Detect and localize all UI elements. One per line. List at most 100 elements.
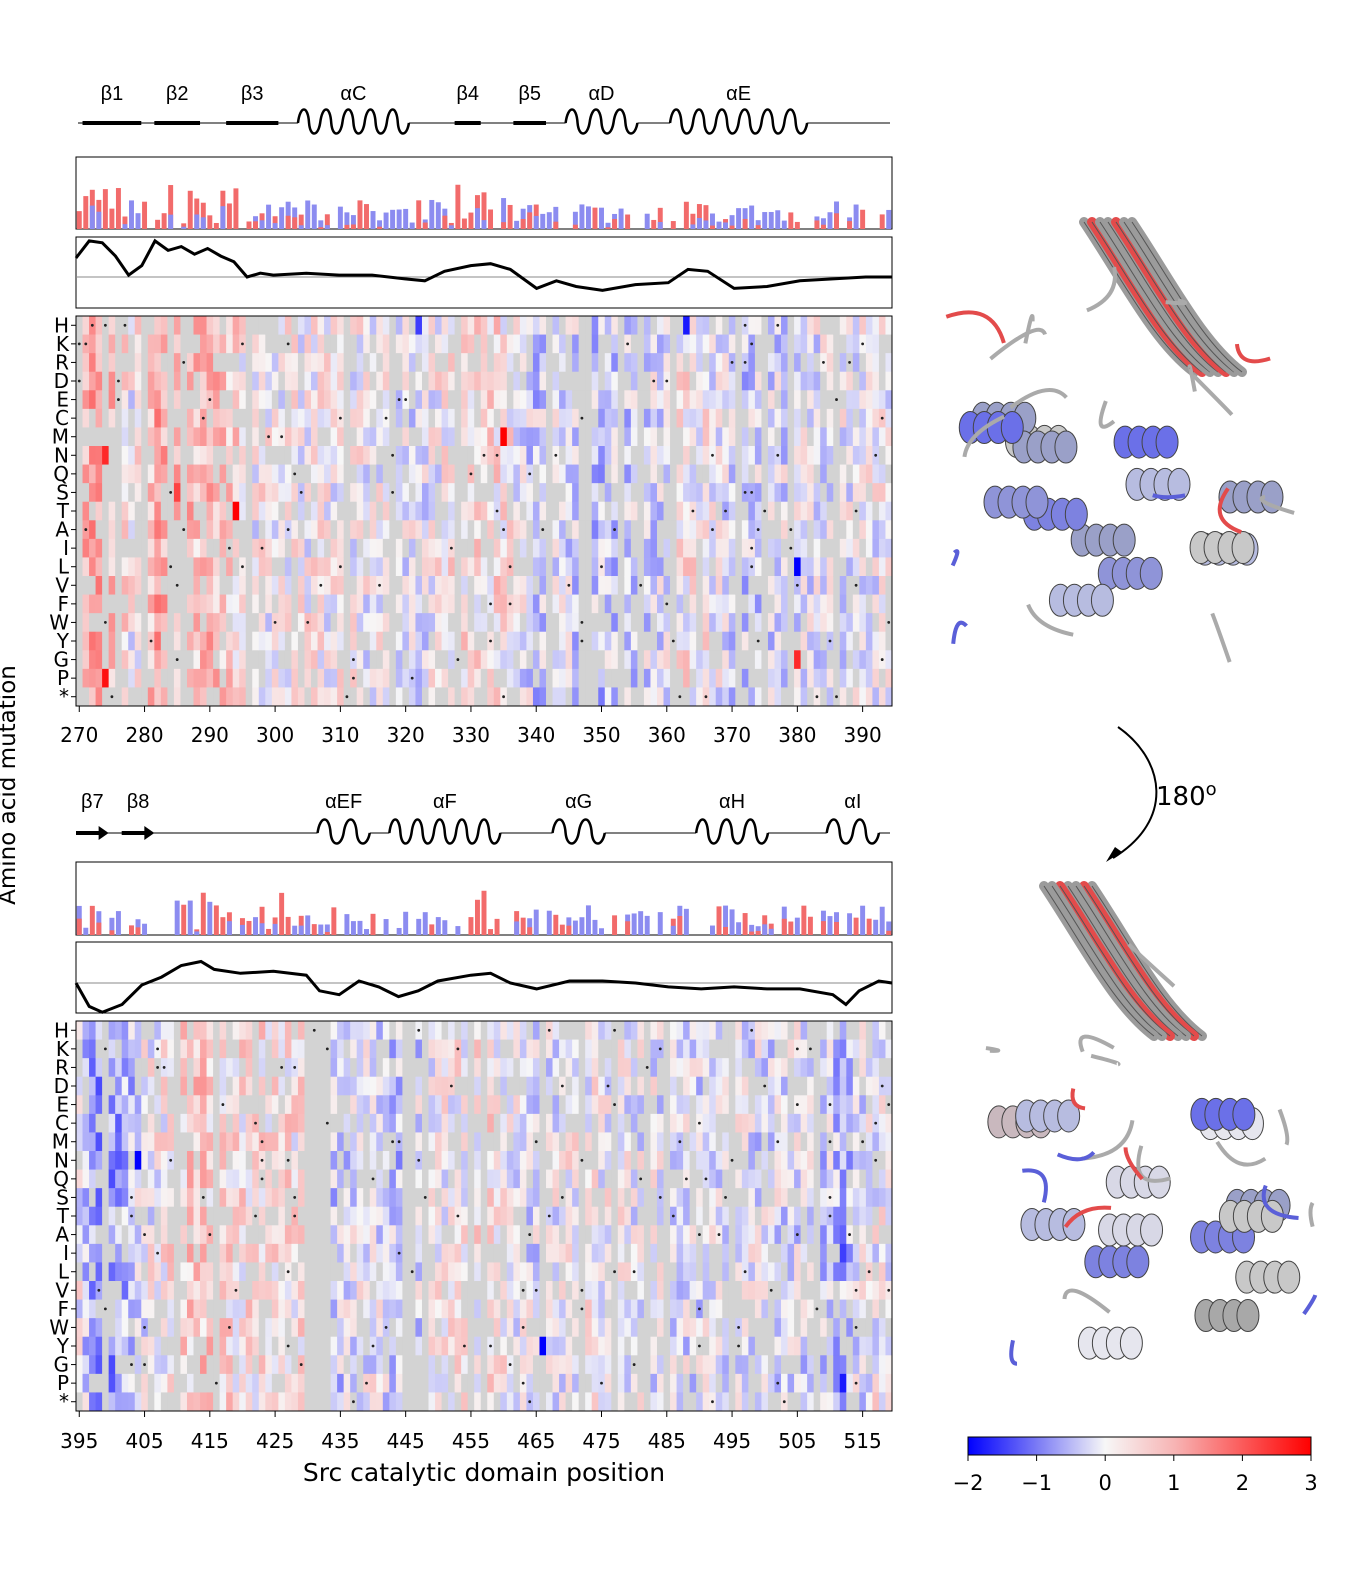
heat-cell	[421, 316, 429, 335]
heat-cell	[611, 1039, 619, 1059]
heat-cell	[546, 594, 553, 614]
heat-cell	[572, 408, 580, 428]
heat-cell	[95, 1336, 103, 1356]
heat-cell	[232, 557, 240, 577]
heat-cell	[656, 613, 664, 633]
heat-cell	[493, 1021, 501, 1040]
ss-label: β4	[456, 83, 479, 105]
heat-cell	[213, 1058, 221, 1078]
heat-cell	[337, 613, 345, 633]
heat-cell	[578, 650, 586, 670]
heat-cell	[343, 1355, 351, 1375]
heat-cell	[363, 446, 371, 465]
heat-cell	[343, 1169, 351, 1189]
heat-cell	[141, 1021, 149, 1040]
heat-cell	[376, 1039, 384, 1059]
heat-cell	[271, 1262, 279, 1282]
heat-cell	[826, 520, 834, 540]
heat-cell	[128, 1151, 136, 1170]
heat-cell	[513, 1373, 521, 1393]
heat-cell	[715, 464, 723, 484]
heat-cell	[539, 1021, 547, 1040]
heat-cell	[591, 1169, 599, 1189]
heat-cell	[741, 631, 749, 651]
heat-cell	[134, 408, 142, 428]
heat-cell	[173, 483, 181, 503]
heat-cell	[643, 464, 651, 484]
heat-cell	[213, 1281, 221, 1300]
heat-cell	[487, 613, 495, 633]
heat-cell	[95, 371, 103, 391]
heat-cell	[676, 316, 684, 335]
heat-cell	[343, 501, 351, 521]
heat-cell	[213, 501, 221, 521]
heat-cell	[382, 613, 390, 633]
heat-cell	[206, 316, 214, 335]
wildtype-dot	[508, 1363, 512, 1366]
heat-cell	[565, 538, 573, 558]
heat-cell	[232, 1188, 240, 1208]
heat-cell	[487, 1206, 495, 1226]
heat-cell	[121, 1355, 129, 1375]
heat-cell	[356, 464, 364, 484]
heat-cell	[356, 613, 364, 633]
heat-cell	[206, 576, 214, 595]
heat-cell	[748, 316, 756, 335]
heat-cell	[506, 650, 514, 670]
heat-cell	[180, 390, 188, 410]
heat-cell	[200, 1021, 207, 1040]
heat-cell	[513, 1076, 521, 1096]
heat-cell	[448, 408, 456, 428]
heat-cell	[461, 408, 469, 428]
heat-cell	[807, 650, 815, 670]
wildtype-dot	[338, 565, 342, 569]
heat-cell	[526, 316, 534, 335]
heat-cell	[271, 353, 279, 373]
heat-cell	[611, 613, 619, 633]
heat-cell	[820, 446, 828, 465]
heat-cell	[878, 464, 886, 484]
heat-cell	[885, 650, 893, 670]
heat-cell	[76, 1392, 83, 1412]
heat-cell	[539, 446, 547, 465]
heat-cell	[245, 1392, 253, 1412]
ss-label: β2	[166, 83, 189, 105]
heat-cell	[330, 316, 338, 335]
heat-cell	[728, 371, 736, 391]
heat-cell	[611, 1318, 619, 1338]
heat-cell	[369, 371, 377, 391]
heat-cell	[735, 631, 743, 651]
heat-cell	[781, 501, 788, 521]
heat-cell	[519, 464, 527, 484]
heat-cell	[689, 427, 697, 447]
heat-cell	[559, 446, 566, 465]
heat-cell	[324, 1281, 331, 1300]
heat-cell	[578, 427, 586, 447]
bar-segment	[834, 213, 839, 229]
heat-cell	[611, 353, 619, 373]
heat-cell	[572, 483, 580, 503]
bar-segment	[696, 218, 702, 229]
heat-cell	[519, 501, 527, 521]
heat-cell	[663, 334, 671, 354]
heat-cell	[624, 538, 632, 558]
wildtype-dot	[613, 1103, 616, 1106]
heat-cell	[147, 538, 155, 558]
heat-cell	[670, 668, 677, 688]
heat-cell	[402, 353, 410, 373]
heat-cell	[173, 1243, 181, 1263]
heat-cell	[500, 613, 508, 633]
bar	[807, 916, 813, 935]
heat-cell	[800, 353, 808, 373]
heat-cell	[474, 1076, 482, 1096]
heat-cell	[872, 520, 880, 540]
wildtype-dot	[776, 453, 780, 457]
heat-cell	[252, 408, 260, 428]
heat-cell	[846, 316, 854, 335]
heat-cell	[206, 1206, 214, 1226]
heat-cell	[89, 334, 96, 354]
wildtype-dot	[423, 1196, 427, 1199]
heat-cell	[572, 1392, 580, 1412]
bar	[181, 904, 187, 935]
heat-cell	[147, 1206, 155, 1226]
